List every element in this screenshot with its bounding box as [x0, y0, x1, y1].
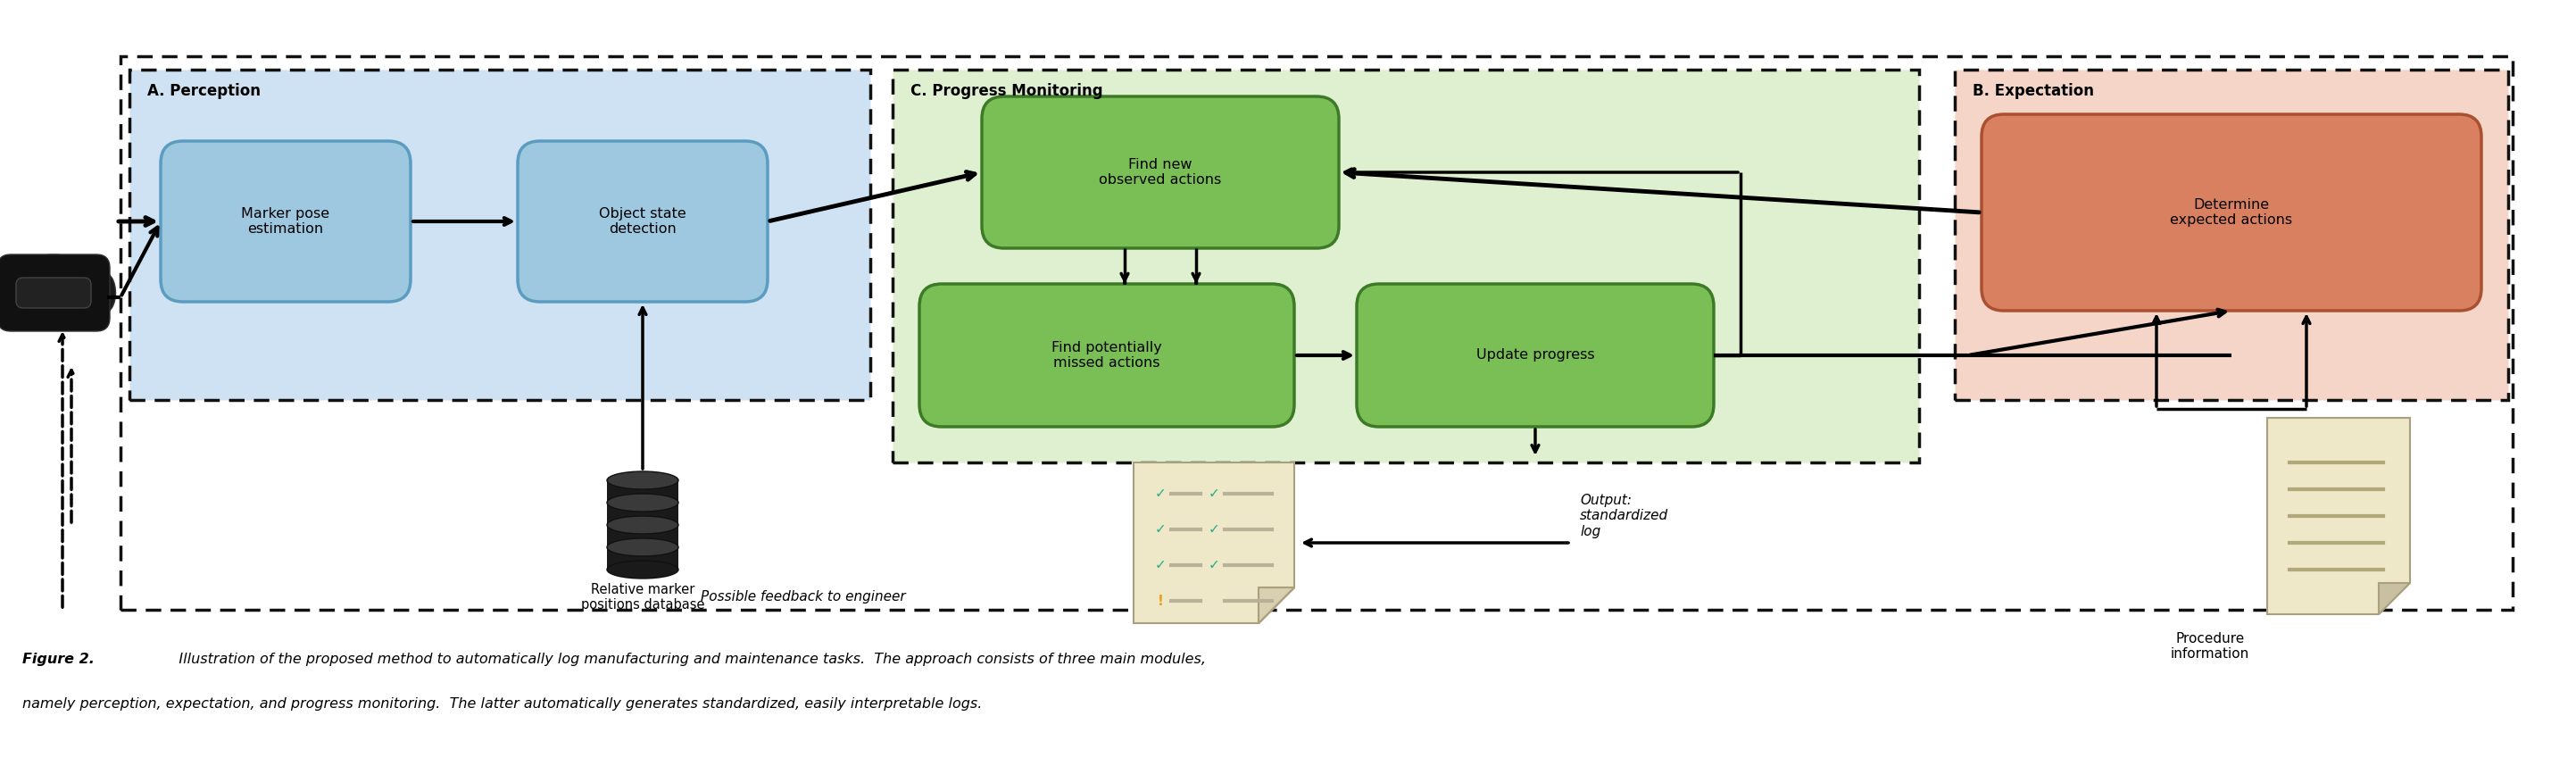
FancyBboxPatch shape — [981, 97, 1340, 248]
Polygon shape — [2378, 583, 2411, 614]
Bar — [608, 502, 677, 525]
Text: B. Expectation: B. Expectation — [1973, 83, 2094, 99]
Ellipse shape — [0, 273, 13, 313]
Text: ✓: ✓ — [1154, 558, 1167, 572]
FancyBboxPatch shape — [894, 70, 1919, 463]
Text: ✓: ✓ — [1154, 487, 1167, 500]
Text: Find potentially
missed actions: Find potentially missed actions — [1051, 341, 1162, 370]
Text: ✓: ✓ — [1208, 558, 1218, 572]
Ellipse shape — [608, 494, 677, 512]
Polygon shape — [1260, 588, 1293, 624]
Text: Find new
observed actions: Find new observed actions — [1100, 158, 1221, 187]
FancyBboxPatch shape — [0, 254, 111, 331]
FancyBboxPatch shape — [518, 141, 768, 302]
Text: ✓: ✓ — [1208, 522, 1218, 536]
Text: Figure 2.: Figure 2. — [23, 653, 95, 666]
Text: !: ! — [1157, 594, 1164, 607]
Text: Possible feedback to engineer: Possible feedback to engineer — [701, 590, 907, 603]
FancyBboxPatch shape — [1358, 284, 1713, 427]
Bar — [608, 525, 677, 547]
Text: Illustration of the proposed method to automatically log manufacturing and maint: Illustration of the proposed method to a… — [165, 653, 1206, 666]
FancyBboxPatch shape — [160, 141, 410, 302]
FancyBboxPatch shape — [1955, 70, 2509, 400]
Text: Marker pose
estimation: Marker pose estimation — [242, 207, 330, 236]
Text: Update progress: Update progress — [1476, 349, 1595, 362]
Polygon shape — [1133, 463, 1293, 624]
Text: Procedure
information: Procedure information — [2172, 632, 2249, 661]
Text: namely perception, expectation, and progress monitoring.  The latter automatical: namely perception, expectation, and prog… — [23, 697, 981, 711]
Ellipse shape — [608, 471, 677, 489]
Text: A. Perception: A. Perception — [147, 83, 260, 99]
Bar — [608, 480, 677, 502]
FancyBboxPatch shape — [129, 70, 871, 400]
Text: Output:
standardized
log: Output: standardized log — [1579, 494, 1669, 538]
Bar — [608, 547, 677, 570]
FancyBboxPatch shape — [920, 284, 1293, 427]
Text: Object state
detection: Object state detection — [600, 207, 685, 236]
Polygon shape — [2267, 417, 2411, 614]
Ellipse shape — [608, 516, 677, 534]
FancyBboxPatch shape — [1981, 114, 2481, 311]
Text: Relative marker
positions database: Relative marker positions database — [580, 583, 703, 612]
FancyBboxPatch shape — [15, 277, 90, 308]
Text: ✓: ✓ — [1154, 522, 1167, 536]
Ellipse shape — [93, 273, 116, 313]
Ellipse shape — [608, 561, 677, 578]
Text: ✓: ✓ — [1208, 487, 1218, 500]
Ellipse shape — [608, 538, 677, 556]
Text: Determine
expected actions: Determine expected actions — [2169, 198, 2293, 227]
Text: C. Progress Monitoring: C. Progress Monitoring — [909, 83, 1103, 99]
